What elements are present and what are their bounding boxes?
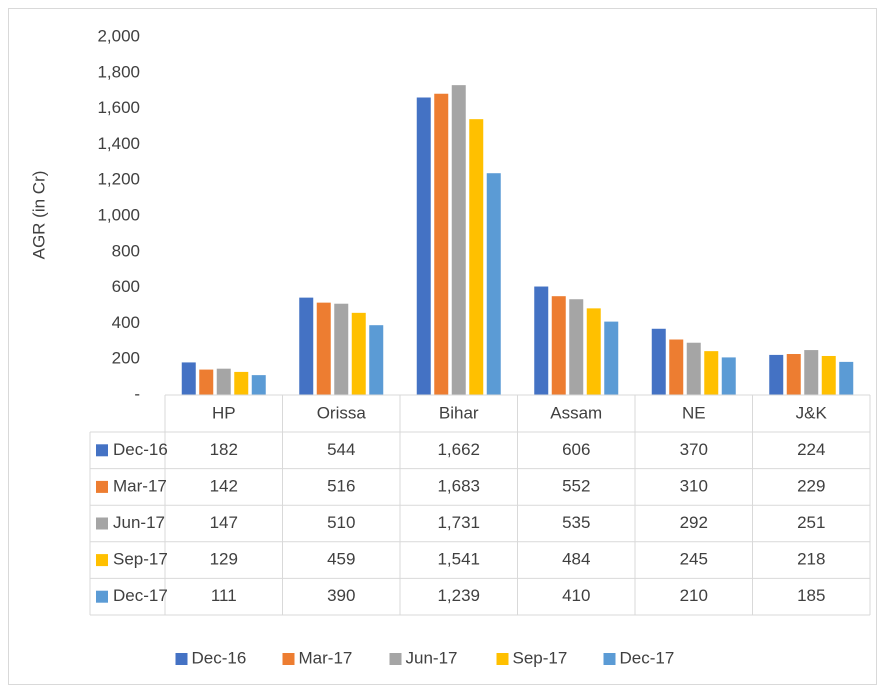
bar: [604, 321, 619, 395]
table-cell: 606: [562, 440, 590, 459]
table-cell: 1,731: [437, 513, 480, 532]
bar: [451, 85, 466, 395]
bar: [821, 355, 836, 395]
y-tick-label: 600: [112, 277, 140, 296]
legend-label: Mar-17: [299, 648, 353, 667]
legend-key: [496, 653, 509, 665]
table-legend-key: [96, 517, 108, 530]
bar: [534, 286, 549, 395]
table-cell: 410: [562, 586, 590, 605]
bar: [669, 339, 684, 395]
table-row-label: Mar-17: [113, 476, 167, 495]
table-cell: 1,662: [437, 440, 480, 459]
table-legend-key: [96, 590, 108, 603]
table-cell: 1,683: [437, 476, 480, 495]
table-row-label: Dec-17: [113, 586, 168, 605]
table-legend-key: [96, 444, 108, 457]
x-tick-label: HP: [212, 403, 236, 422]
table-cell: 224: [797, 440, 825, 459]
table-cell: 484: [562, 550, 590, 569]
table-cell: 229: [797, 476, 825, 495]
bar: [721, 357, 736, 395]
legend-key: [282, 653, 295, 665]
y-tick-label: 400: [112, 313, 140, 332]
bar: [786, 354, 801, 395]
y-tick-label: 1,800: [97, 62, 140, 81]
table-cell: 111: [211, 586, 237, 605]
table-cell: 147: [210, 513, 238, 532]
table-cell: 544: [327, 440, 355, 459]
table-row-label: Jun-17: [113, 513, 165, 532]
bar: [569, 299, 584, 395]
table-cell: 292: [680, 513, 708, 532]
legend-key: [603, 653, 616, 665]
bar: [351, 312, 366, 395]
table-cell: 390: [327, 586, 355, 605]
bar: [199, 369, 214, 395]
table-cell: 1,239: [437, 586, 480, 605]
legend-key: [389, 653, 402, 665]
table-cell: 210: [680, 586, 708, 605]
y-tick-label: 1,200: [97, 170, 140, 189]
table-cell: 516: [327, 476, 355, 495]
bar: [839, 361, 854, 395]
table-cell: 245: [680, 550, 708, 569]
bar: [651, 328, 666, 395]
table-row-label: Dec-16: [113, 440, 168, 459]
table-cell: 129: [210, 550, 238, 569]
table-legend-key: [96, 480, 108, 493]
table-cell: 552: [562, 476, 590, 495]
y-axis-label: AGR (in Cr): [29, 171, 48, 260]
bar: [334, 303, 349, 395]
y-tick-label: 800: [112, 241, 140, 260]
table-cell: 459: [327, 550, 355, 569]
legend-label: Sep-17: [513, 648, 568, 667]
y-tick-label: 1,000: [97, 205, 140, 224]
bar: [216, 368, 231, 395]
table-legend-key: [96, 554, 108, 567]
table-cell: 251: [797, 513, 825, 532]
y-tick-label: 1,400: [97, 134, 140, 153]
bar: [416, 97, 431, 395]
bar: [434, 93, 449, 396]
y-tick-label: 1,600: [97, 98, 140, 117]
bar: [804, 350, 819, 395]
bar: [251, 375, 266, 395]
bar: [704, 351, 719, 395]
x-tick-label: Assam: [550, 403, 602, 422]
y-tick-label: 200: [112, 349, 140, 368]
bar: [551, 296, 566, 395]
legend-label: Jun-17: [406, 648, 458, 667]
table-cell: 535: [562, 513, 590, 532]
bar: [369, 325, 384, 395]
bar: [299, 297, 314, 395]
bar: [686, 342, 701, 395]
x-tick-label: NE: [682, 403, 706, 422]
x-tick-label: J&K: [796, 403, 828, 422]
bar: [181, 362, 196, 395]
bar: [769, 354, 784, 395]
table-cell: 370: [680, 440, 708, 459]
table-row-label: Sep-17: [113, 550, 168, 569]
bar: [586, 308, 601, 395]
table-cell: 1,541: [437, 550, 480, 569]
bar: [234, 371, 249, 395]
bar: [469, 119, 484, 395]
table-cell: 310: [680, 476, 708, 495]
y-tick-label: 2,000: [97, 26, 140, 45]
x-tick-label: Bihar: [439, 403, 479, 422]
legend-label: Dec-17: [620, 648, 675, 667]
legend-label: Dec-16: [192, 648, 247, 667]
table-cell: 510: [327, 513, 355, 532]
x-tick-label: Orissa: [317, 403, 367, 422]
legend-key: [175, 653, 188, 665]
table-cell: 185: [797, 586, 825, 605]
bar: [486, 173, 501, 395]
table-cell: 142: [210, 476, 238, 495]
table-cell: 182: [210, 440, 238, 459]
table-cell: 218: [797, 550, 825, 569]
bar: [316, 302, 331, 395]
y-tick-label: -: [134, 384, 140, 403]
